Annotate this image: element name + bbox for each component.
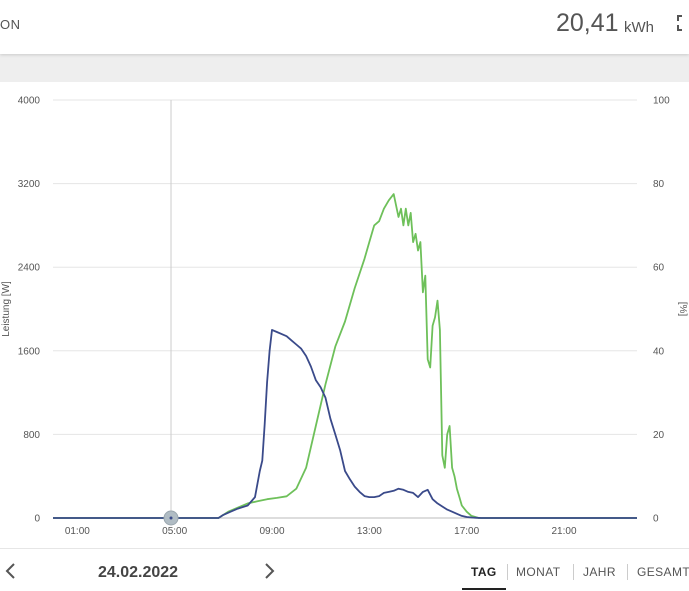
chevron-right-icon[interactable] xyxy=(262,562,276,580)
tab-divider xyxy=(573,564,574,580)
energy-total-value: 20,41 xyxy=(556,9,619,37)
y-right-tick-label: 20 xyxy=(653,430,665,441)
y-right-tick-label: 80 xyxy=(653,179,665,190)
y-left-tick-label: 4000 xyxy=(18,96,41,107)
y-right-tick-label: 0 xyxy=(653,514,659,525)
chart-grid xyxy=(53,99,637,519)
y-left-axis-label: Leistung [W] xyxy=(1,281,12,337)
chart-series xyxy=(53,193,637,519)
cursor-handle-dot xyxy=(169,516,173,520)
tab-divider xyxy=(627,564,628,580)
series-line-1 xyxy=(53,328,637,519)
active-tab-indicator xyxy=(462,588,506,590)
power-chart: 0 800 1600 2400 3200 4000 0 20 40 60 80 100 01:00 05:… xyxy=(1,96,688,538)
tab-day[interactable]: TAG xyxy=(471,565,497,579)
selected-date[interactable]: 24.02.2022 xyxy=(98,564,179,581)
y-right-tick-label: 60 xyxy=(653,263,665,274)
tab-total[interactable]: GESAMT xyxy=(637,565,689,579)
top-bar: ON 20,41 kWh xyxy=(0,0,689,54)
series-line-2 xyxy=(53,193,637,519)
y-left-tick-label: 2400 xyxy=(18,263,41,274)
energy-total-unit: kWh xyxy=(624,19,654,36)
toolbar-strip xyxy=(0,54,689,82)
x-tick-label: 13:00 xyxy=(357,526,382,537)
y-right-tick-label: 40 xyxy=(653,346,665,357)
y-right-tick-label: 100 xyxy=(653,96,670,107)
x-tick-label: 01:00 xyxy=(65,526,90,537)
y-right-axis-label: [%] xyxy=(677,302,688,317)
tab-divider xyxy=(507,564,508,580)
chart-axes: 0 800 1600 2400 3200 4000 0 20 40 60 80 100 01:00 05:… xyxy=(1,96,688,538)
x-tick-label: 05:00 xyxy=(162,526,187,537)
date-navigation-bar: 24.02.2022 TAG MONAT JAHR GESAMT xyxy=(0,548,689,591)
x-tick-label: 21:00 xyxy=(551,526,576,537)
y-left-tick-label: 3200 xyxy=(18,179,41,190)
expand-icon[interactable] xyxy=(676,14,689,32)
tab-year[interactable]: JAHR xyxy=(583,565,616,579)
chart-cursor[interactable] xyxy=(163,100,179,526)
y-left-tick-label: 0 xyxy=(34,514,40,525)
y-left-tick-label: 1600 xyxy=(18,346,41,357)
x-tick-label: 09:00 xyxy=(259,526,284,537)
header-title-fragment: ON xyxy=(0,17,21,32)
tab-month[interactable]: MONAT xyxy=(516,565,561,579)
x-tick-label: 17:00 xyxy=(454,526,479,537)
y-left-tick-label: 800 xyxy=(23,430,40,441)
chevron-left-icon[interactable] xyxy=(4,562,18,580)
